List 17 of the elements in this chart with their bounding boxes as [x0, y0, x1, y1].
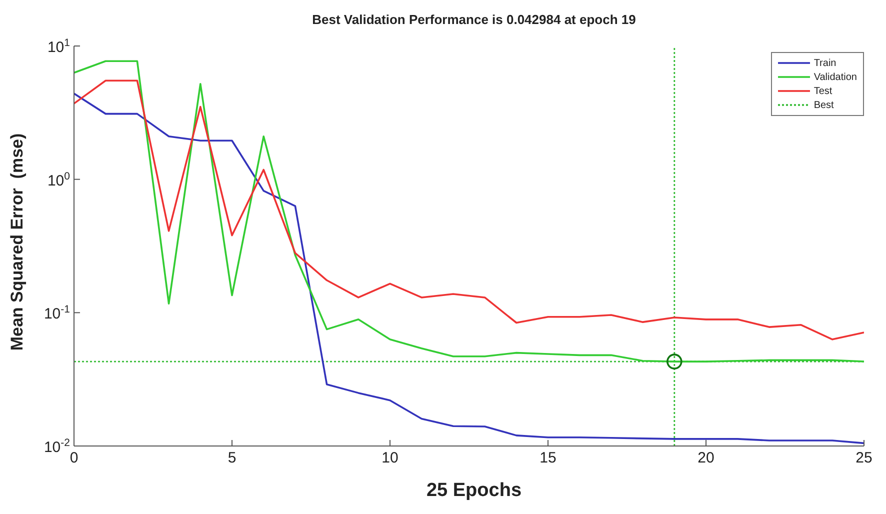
- legend-label: Validation: [814, 72, 857, 82]
- chart-title: Best Validation Performance is 0.042984 at epoch 19: [311, 12, 637, 27]
- legend-label: Best: [814, 100, 834, 110]
- legend-label: Train: [814, 58, 836, 68]
- y-tick-label: 10$^{0}$: [47, 170, 70, 190]
- y-axis-title: Mean Squared Error (mse): [8, 133, 28, 351]
- legend-label: Test: [814, 86, 832, 96]
- x-tick-label: 20: [698, 450, 714, 467]
- x-tick-label: 15: [540, 450, 556, 467]
- x-tick-label: 25: [856, 450, 872, 467]
- x-axis-title: 25 Epochs: [425, 480, 523, 502]
- x-tick-label: 0: [70, 450, 78, 467]
- y-tick-label: 10$^{1}$: [47, 37, 70, 56]
- x-tick-label: 5: [228, 450, 236, 467]
- x-tick-label: 10: [382, 450, 398, 467]
- y-tick-label: 10$^{-1}$: [44, 304, 70, 323]
- y-tick-label: 10$^{-2}$: [44, 437, 70, 456]
